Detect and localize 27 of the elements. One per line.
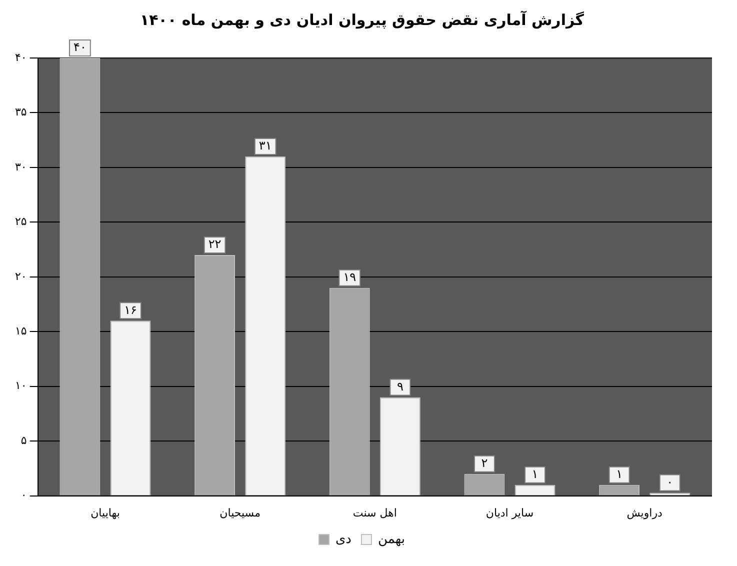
y-tick-label: ۰: [20, 488, 27, 502]
data-label: ۳۱: [258, 138, 272, 153]
x-tick-label: بهاییان: [90, 506, 120, 520]
y-tick-label: ۲۰: [14, 270, 27, 283]
x-tick-label: دراویش: [626, 506, 663, 520]
y-tick-label: ۳۰: [14, 160, 27, 174]
data-label: ۱: [616, 466, 623, 481]
chart-title: گزارش آماری نقض حقوق پیروان ادیان دی و بهمن ماه ۱۴۰۰: [140, 10, 584, 29]
x-tick-label: مسیحیان: [220, 506, 261, 520]
data-label: ۱۹: [343, 270, 356, 284]
data-label: ۲۲: [208, 237, 222, 252]
y-tick-label: ۱۵: [14, 324, 27, 338]
data-label: ۱۶: [124, 302, 137, 317]
data-label: ۴۰: [74, 40, 86, 54]
x-tick-label: سایر ادیان: [486, 506, 534, 520]
y-tick-label: ۱۰: [14, 379, 27, 392]
y-tick-label: ۳۵: [14, 106, 27, 119]
y-tick-label: ۴۰: [14, 50, 27, 64]
data-label: ۲: [481, 456, 488, 470]
y-tick-label: ۲۵: [14, 215, 27, 228]
y-tick-label: ۵: [20, 434, 27, 447]
x-tick-label: اهل سنت: [352, 506, 397, 520]
legend-label: دی: [336, 532, 352, 547]
data-label: ۹: [396, 379, 404, 394]
legend-label: بهمن: [378, 532, 405, 547]
data-label: ۰: [666, 474, 674, 489]
data-label: ۱: [532, 466, 538, 481]
